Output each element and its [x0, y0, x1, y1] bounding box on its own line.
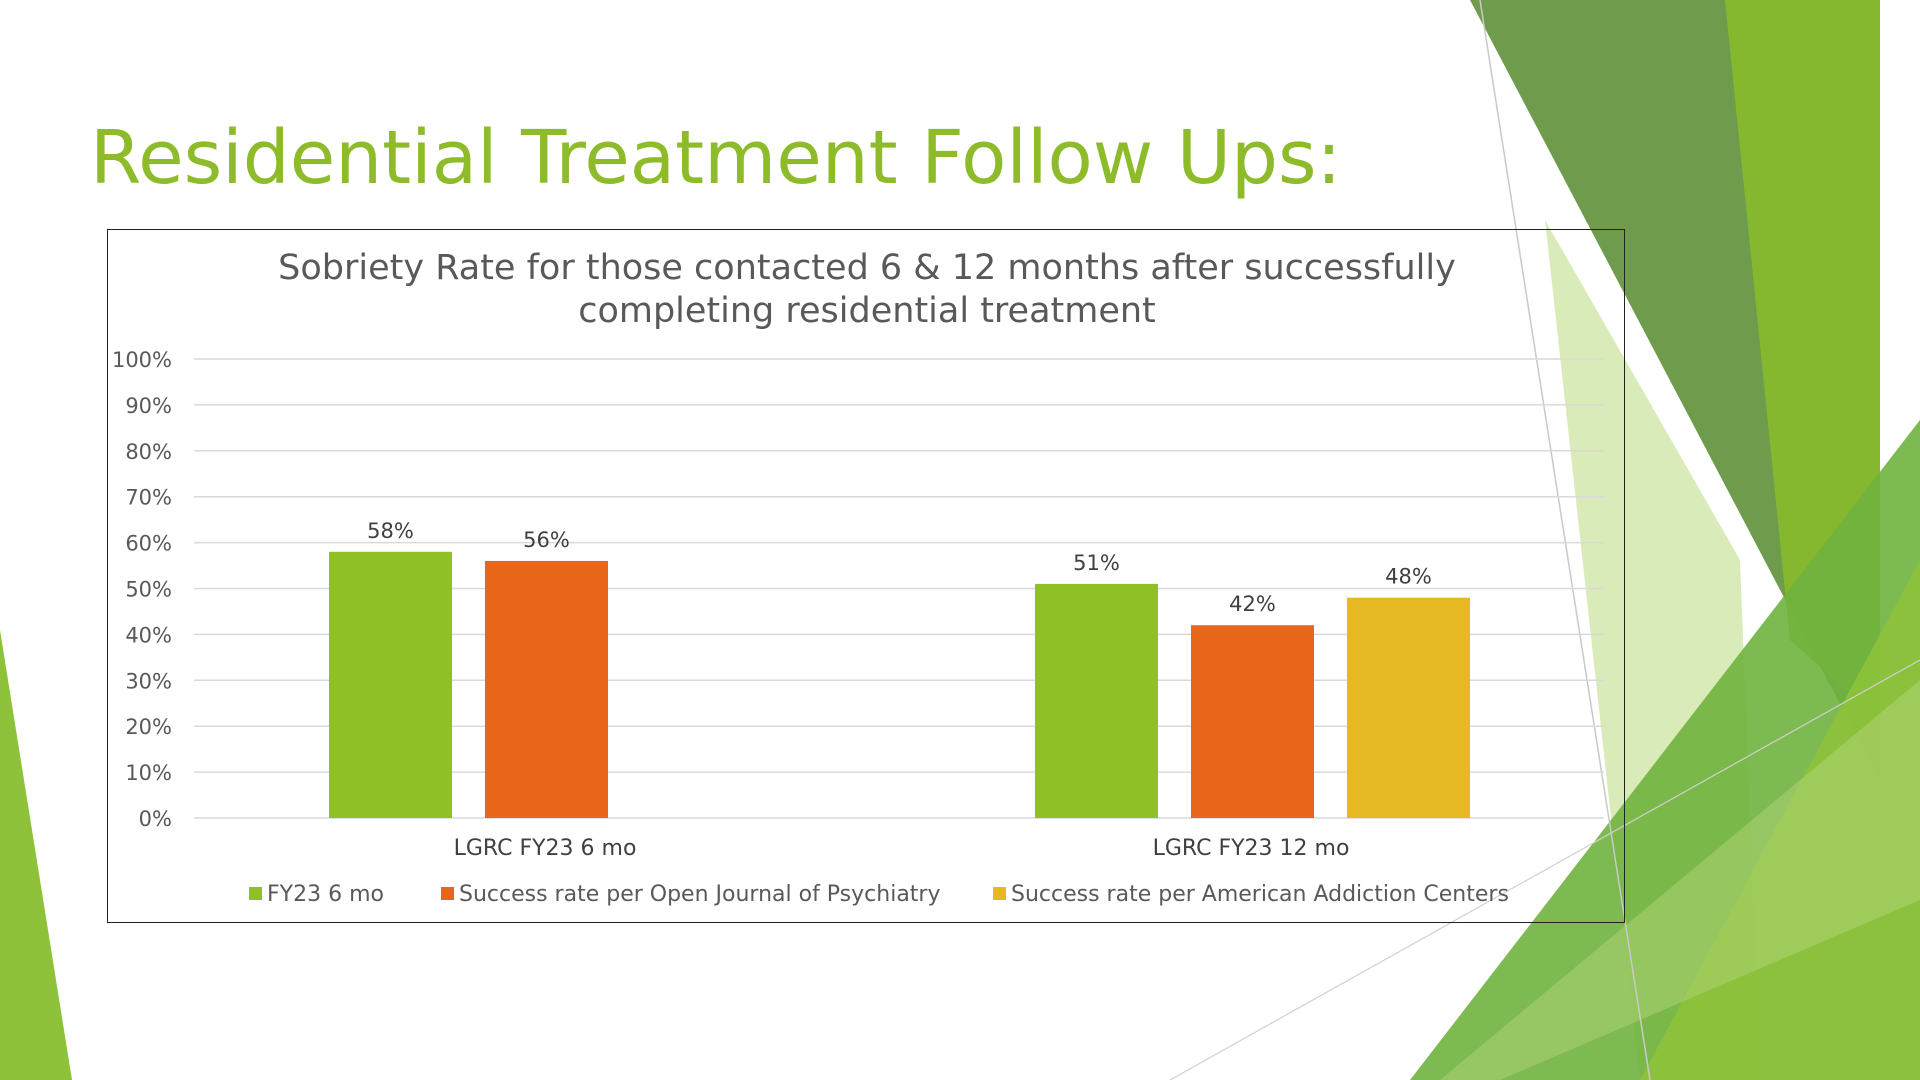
y-tick-label: 20% [125, 715, 172, 739]
y-tick-label: 10% [125, 761, 172, 785]
legend-label: FY23 6 mo [267, 882, 384, 907]
data-labels: 58% 56% 51% 42% 48% [367, 519, 1432, 616]
data-label: 48% [1385, 565, 1432, 589]
bar-open-journal-12mo [1191, 625, 1314, 818]
y-tick-label: 0% [139, 807, 172, 831]
chart-legend: FY23 6 mo Success rate per Open Journal o… [249, 882, 1509, 907]
y-tick-label: 70% [125, 486, 172, 510]
deco-shape-bright-green [1640, 560, 1920, 1080]
deco-shape-faint-green [1440, 680, 1920, 1080]
data-label: 56% [523, 528, 570, 552]
x-category-label: LGRC FY23 6 mo [454, 836, 637, 861]
deco-thin-line-2 [1169, 659, 1920, 1080]
chart-title: Sobriety Rate for those contacted 6 & 12… [278, 248, 1456, 331]
legend-swatch [441, 887, 454, 900]
bar-fy23-6mo [329, 551, 452, 818]
deco-shape-left-sliver [0, 630, 72, 1080]
y-tick-label: 60% [125, 532, 172, 556]
slide-title: Residential Treatment Follow Ups: [90, 115, 1342, 201]
data-label: 58% [367, 519, 414, 543]
y-tick-label: 100% [112, 348, 172, 372]
legend-label: Success rate per American Addiction Cent… [1011, 882, 1509, 907]
bar-open-journal-6mo [485, 560, 608, 818]
bar-chart: Sobriety Rate for those contacted 6 & 12… [112, 248, 1604, 907]
y-axis-tick-labels: 0% 10% 20% 30% 40% 50% 60% 70% 80% 90% 100% [112, 348, 172, 831]
bar-fy23-12mo [1035, 583, 1158, 818]
legend-swatch [993, 887, 1006, 900]
legend-swatch [249, 887, 262, 900]
y-tick-label: 40% [125, 623, 172, 647]
x-category-label: LGRC FY23 12 mo [1153, 836, 1350, 861]
deco-thin-line [1479, 0, 1651, 1080]
bar-american-addiction-12mo [1347, 597, 1470, 818]
y-tick-label: 80% [125, 440, 172, 464]
legend-label: Success rate per Open Journal of Psychia… [459, 882, 941, 907]
data-label: 51% [1073, 551, 1120, 575]
y-tick-label: 90% [125, 394, 172, 418]
chart-bars [329, 551, 1470, 818]
chart-frame: Sobriety Rate for those contacted 6 & 12… [107, 229, 1625, 923]
data-label: 42% [1229, 592, 1276, 616]
x-axis-category-labels: LGRC FY23 6 mo LGRC FY23 12 mo [454, 836, 1350, 861]
chart-title-line: completing residential treatment [578, 291, 1156, 331]
chart-title-line: Sobriety Rate for those contacted 6 & 12… [278, 248, 1456, 288]
y-tick-label: 50% [125, 578, 172, 602]
y-tick-label: 30% [125, 669, 172, 693]
